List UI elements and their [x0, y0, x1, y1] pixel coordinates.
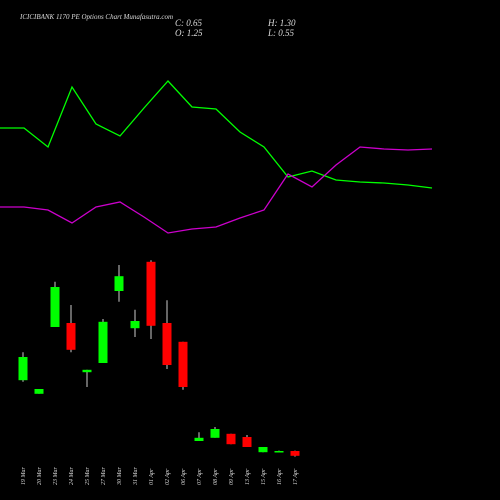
- indicator-line: [0, 80, 433, 189]
- x-tick-label: 15 Apr: [261, 468, 267, 485]
- candle-body: [162, 323, 172, 365]
- x-tick-label: 30 Mar: [117, 467, 123, 486]
- stat-close: C: 0.65: [175, 18, 203, 28]
- x-tick-label: 13 Apr: [245, 468, 251, 485]
- candle-body: [18, 357, 28, 381]
- candle-body: [34, 389, 44, 394]
- candle-body: [290, 451, 300, 456]
- candle-body: [146, 261, 156, 326]
- x-tick-label: 08 Apr: [213, 468, 219, 485]
- candle-body: [210, 429, 220, 438]
- candle-body: [226, 433, 236, 445]
- x-tick-label: 23 Mar: [53, 467, 59, 485]
- candle-body: [178, 341, 188, 387]
- x-tick-label: 01 Apr: [149, 468, 155, 485]
- x-tick-label: 16 Apr: [277, 468, 283, 485]
- candle-body: [194, 437, 204, 441]
- x-tick-label: 24 Mar: [68, 467, 75, 485]
- candle-body: [82, 369, 92, 373]
- x-tick-label: 31 Mar: [133, 467, 139, 486]
- x-tick-label: 07 Apr: [197, 468, 203, 485]
- x-tick-label: 19 Mar: [21, 467, 27, 485]
- candle-body: [114, 276, 124, 291]
- indicator-line: [0, 146, 433, 234]
- x-tick-label: 06 Apr: [181, 468, 187, 485]
- candle-body: [66, 323, 76, 350]
- candle-body: [258, 447, 268, 453]
- x-tick-label: 09 Apr: [229, 468, 235, 485]
- x-tick-label: 20 Mar: [37, 467, 43, 485]
- candle-body: [242, 437, 252, 447]
- candle-body: [274, 451, 284, 453]
- stat-low: L: 0.55: [267, 28, 295, 38]
- candle-body: [130, 321, 140, 329]
- chart-title: ICICIBANK 1170 PE Options Chart Munafasu…: [19, 13, 173, 21]
- candle-body: [50, 287, 60, 327]
- stat-high: H: 1.30: [267, 18, 296, 28]
- candle-body: [98, 321, 108, 363]
- stat-open: O: 1.25: [175, 28, 203, 38]
- x-tick-label: 17 Apr: [293, 468, 299, 485]
- x-tick-label: 02 Apr: [165, 468, 171, 485]
- x-tick-label: 27 Mar: [101, 467, 107, 485]
- x-tick-label: 25 Mar: [85, 467, 91, 485]
